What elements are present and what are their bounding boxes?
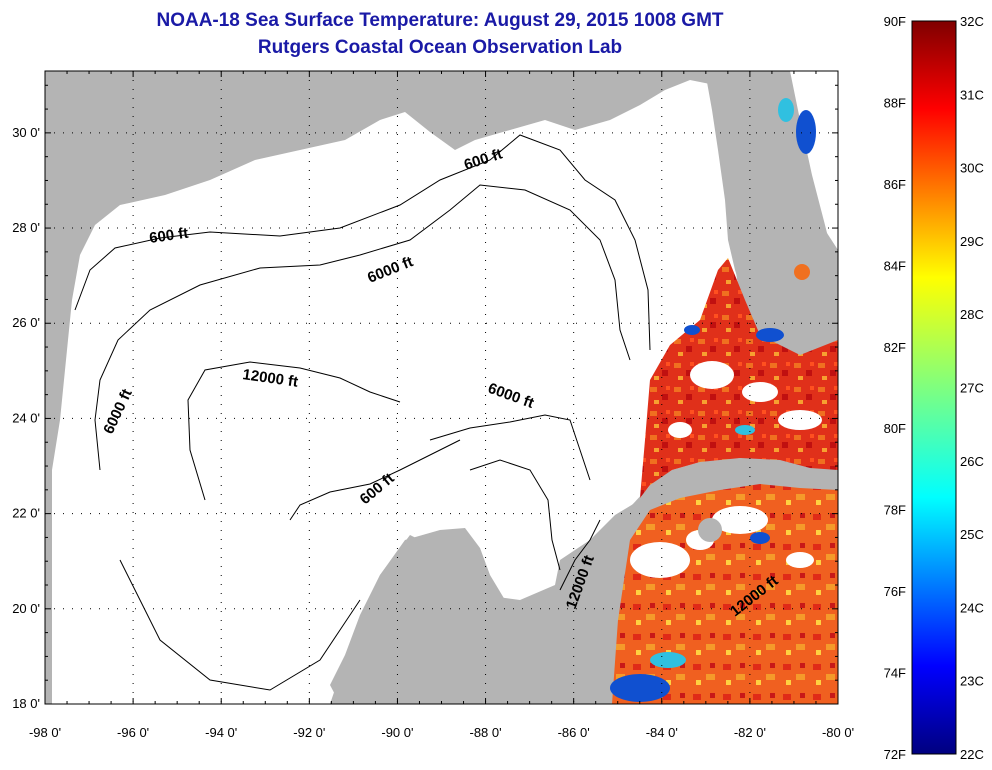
cyan-patches: [650, 98, 794, 668]
longitude-tick-label: -88 0': [469, 725, 501, 740]
colorbar-fahrenheit-label: 74F: [884, 666, 906, 681]
colorbar-fahrenheit-label: 84F: [884, 258, 906, 273]
florida: [705, 71, 838, 352]
latitude-tick-label: 28 0': [12, 220, 40, 235]
colorbar-fahrenheit-label: 76F: [884, 584, 906, 599]
longitude-tick-label: -84 0': [646, 725, 678, 740]
isla-de-la-juventud: [698, 518, 722, 542]
colorbar: [911, 20, 957, 755]
longitude-axis: -98 0' -96 0' -94 0' -92 0' -90 0' -88 0' -86 …: [29, 725, 854, 740]
colorbar-celsius-label: 30C: [960, 161, 984, 176]
colorbar-celsius-label: 25C: [960, 527, 984, 542]
gulf-water: [52, 80, 838, 704]
colorbar-celsius-label: 28C: [960, 307, 984, 322]
yucatan-peninsula: [330, 528, 548, 704]
longitude-tick-label: -80 0': [822, 725, 854, 740]
colorbar-celsius-label: 26C: [960, 454, 984, 469]
colorbar-fahrenheit-label: 88F: [884, 95, 906, 110]
latitude-tick-label: 24 0': [12, 410, 40, 425]
colorbar-fahrenheit-label: 72F: [884, 747, 906, 762]
map-title: NOAA-18 Sea Surface Temperature: August …: [156, 10, 724, 31]
longitude-tick-label: -92 0': [293, 725, 325, 740]
latitude-axis: 30 0' 28 0' 26 0' 24 0' 22 0' 20 0' 18 0': [12, 125, 40, 711]
colorbar-celsius-label: 24C: [960, 600, 984, 615]
latitude-tick-label: 26 0': [12, 315, 40, 330]
longitude-tick-label: -86 0': [558, 725, 590, 740]
colorbar-fahrenheit-label: 86F: [884, 177, 906, 192]
longitude-tick-label: -96 0': [117, 725, 149, 740]
cool-patches: [610, 110, 816, 702]
longitude-tick-label: -98 0': [29, 725, 61, 740]
colorbar-fahrenheit-label: 90F: [884, 14, 906, 29]
cuba: [632, 460, 838, 505]
lat-lon-grid: [45, 71, 838, 704]
colorbar-fahrenheit-label: 78F: [884, 503, 906, 518]
contour-label: 600 ft: [148, 225, 189, 247]
latitude-tick-label: 20 0': [12, 601, 40, 616]
colorbar-celsius-label: 23C: [960, 674, 984, 689]
map-subtitle: Rutgers Coastal Ocean Observation Lab: [257, 37, 623, 58]
latitude-tick-label: 22 0': [12, 506, 40, 521]
axis-ticks: [44, 71, 839, 705]
sst-data-caribbean: [612, 484, 838, 704]
colorbar-celsius-label: 22C: [960, 747, 984, 762]
colorbar-fahrenheit-label: 80F: [884, 421, 906, 436]
longitude-tick-label: -94 0': [205, 725, 237, 740]
colorbar-fahrenheit-label: 82F: [884, 340, 906, 355]
colorbar-celsius-labels: 32C 31C 30C 29C 28C 27C 26C 25C 24C 23C 22C: [960, 14, 984, 762]
colorbar-celsius-label: 27C: [960, 381, 984, 396]
colorbar-fahrenheit-labels: 90F 88F 86F 84F 82F 80F 78F 76F 74F 72F: [884, 14, 906, 762]
lake-okeechobee: [794, 264, 810, 280]
longitude-tick-label: -90 0': [381, 725, 413, 740]
bathymetry-contours: [74, 134, 651, 691]
latitude-tick-label: 18 0': [12, 696, 40, 711]
colorbar-celsius-label: 29C: [960, 234, 984, 249]
sst-data-straits: [640, 258, 838, 498]
colorbar-celsius-label: 31C: [960, 87, 984, 102]
latitude-tick-label: 30 0': [12, 125, 40, 140]
longitude-tick-label: -82 0': [734, 725, 766, 740]
colorbar-celsius-label: 32C: [960, 14, 984, 29]
